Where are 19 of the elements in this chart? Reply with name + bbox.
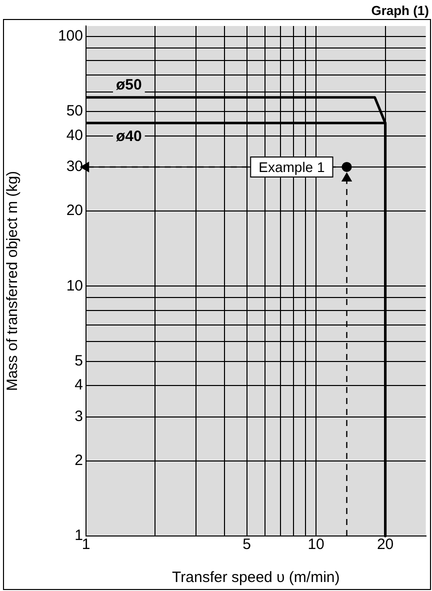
y-tick-label: 3 — [74, 408, 83, 425]
y-tick-label: 4 — [74, 376, 83, 394]
x-tick-label: 5 — [242, 536, 251, 554]
y-tick-label: 100 — [58, 27, 83, 44]
annotation: Example 1 — [258, 158, 325, 175]
y-tick-label: 40 — [66, 126, 83, 144]
y-axis-title: Mass of transferred object m (kg) — [4, 170, 22, 392]
y-tick-label: 5 — [74, 352, 83, 370]
y-tick-label: 30 — [66, 158, 83, 176]
x-tick-label: 10 — [308, 536, 324, 554]
x-axis-title: Transfer speed υ (m/min) — [172, 569, 340, 586]
x-tick-label: 20 — [376, 536, 394, 554]
y-tick-label: 10 — [66, 277, 83, 294]
chart-title: Graph (1) — [371, 3, 429, 18]
series-label: ø40 — [116, 128, 142, 146]
y-tick-label: 20 — [66, 202, 83, 220]
series-label: ø50 — [116, 76, 142, 94]
y-tick-label: 50 — [66, 102, 83, 120]
y-tick-label: 2 — [74, 452, 83, 469]
